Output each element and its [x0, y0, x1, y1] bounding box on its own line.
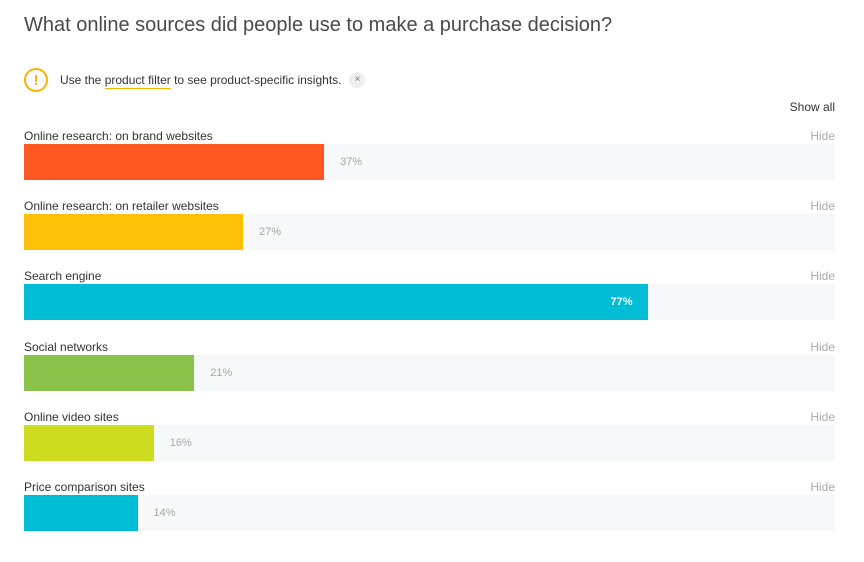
page-title: What online sources did people use to ma…: [24, 14, 613, 36]
value-label: 77%: [610, 296, 633, 309]
value-label: 27%: [258, 226, 281, 239]
bar: [24, 284, 649, 321]
bar: [24, 495, 138, 531]
chart-row: Social networks Hide 21%: [24, 340, 835, 400]
category-label: Price comparison sites: [24, 480, 145, 494]
bar: [24, 214, 243, 251]
bar-track: 37%: [24, 144, 835, 180]
bar-track: 77%: [24, 284, 835, 321]
bar: [24, 354, 195, 391]
value-label: 16%: [169, 436, 192, 449]
hide-button[interactable]: Hide: [810, 339, 835, 354]
category-label: Online research: on retailer websites: [24, 199, 219, 214]
bar: [24, 424, 154, 461]
bar-track: 14%: [24, 495, 835, 531]
chart-row: Search engine Hide 77%: [24, 269, 835, 329]
hide-button[interactable]: Hide: [810, 269, 835, 284]
hide-button[interactable]: Hide: [810, 199, 835, 214]
notice-suffix: to see product-specific insights.: [170, 73, 342, 87]
chart-row: Price comparison sites Hide 14%: [24, 480, 835, 540]
category-label: Search engine: [24, 269, 102, 284]
bar-track: 21%: [24, 354, 835, 391]
chart-row: Online research: on retailer websites Hid…: [24, 199, 835, 259]
close-notice-button[interactable]: ×: [349, 72, 366, 88]
hide-button[interactable]: Hide: [810, 129, 835, 143]
bar-track: 27%: [24, 214, 835, 251]
category-label: Social networks: [24, 339, 109, 354]
chart-row: Online video sites Hide 16%: [24, 410, 835, 470]
show-all-button[interactable]: Show all: [789, 100, 835, 114]
notice-text: Use the product filter to see product-sp…: [60, 73, 342, 89]
value-label: 21%: [210, 366, 233, 379]
value-label: 14%: [153, 507, 176, 519]
notice-prefix: Use the: [60, 73, 105, 87]
warning-icon: !: [24, 68, 48, 92]
chart-row: Online research: on brand websites Hide 37…: [24, 129, 835, 189]
bar-track: 16%: [24, 424, 835, 461]
product-filter-link[interactable]: product filter: [104, 73, 171, 89]
bar: [24, 144, 325, 180]
category-label: Online video sites: [24, 409, 119, 424]
value-label: 37%: [340, 156, 363, 168]
notice-banner: ! Use the product filter to see product-…: [24, 66, 366, 94]
hide-button[interactable]: Hide: [810, 480, 835, 494]
hide-button[interactable]: Hide: [810, 409, 835, 424]
category-label: Online research: on brand websites: [24, 129, 213, 143]
